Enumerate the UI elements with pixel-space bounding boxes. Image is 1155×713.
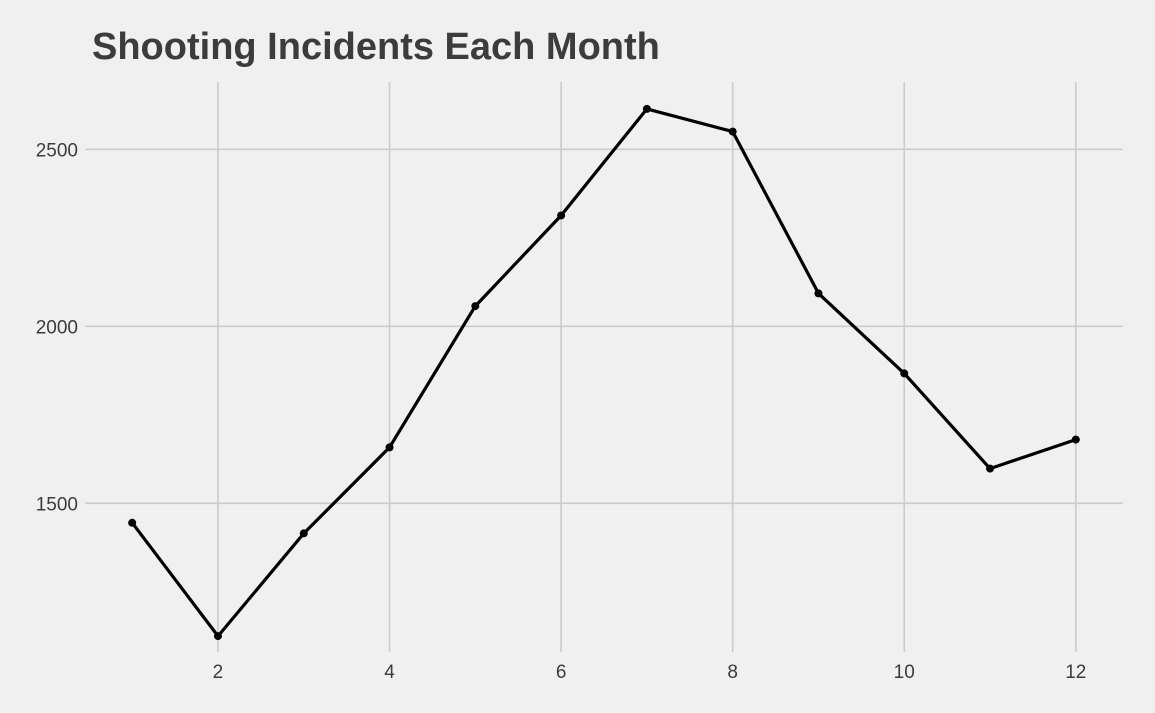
x-tick-label: 2	[213, 662, 224, 683]
data-point	[642, 104, 651, 113]
data-point	[557, 211, 566, 220]
data-point	[728, 127, 737, 136]
x-tick-label: 6	[556, 662, 567, 683]
chart-title: Shooting Incidents Each Month	[92, 26, 660, 68]
data-point	[814, 289, 823, 298]
data-point	[900, 369, 909, 378]
y-axis-tick-labels: 1500 2000 2500	[36, 140, 78, 515]
series-line	[130, 107, 1078, 638]
data-series	[128, 104, 1080, 641]
x-axis-tick-labels: 2 4 6 8 10 12	[213, 662, 1087, 683]
data-point	[128, 518, 137, 527]
data-point	[385, 443, 394, 452]
data-point	[213, 632, 222, 641]
y-tick-label: 2000	[36, 317, 78, 338]
x-tick-label: 4	[384, 662, 395, 683]
y-tick-label: 1500	[36, 494, 78, 515]
x-tick-label: 12	[1065, 662, 1086, 683]
gridlines	[85, 82, 1123, 652]
data-point	[299, 529, 308, 538]
data-point	[471, 302, 480, 311]
data-point	[986, 464, 995, 473]
data-point	[1071, 435, 1080, 444]
x-tick-label: 10	[894, 662, 915, 683]
x-tick-label: 8	[727, 662, 738, 683]
y-tick-label: 2500	[36, 140, 78, 161]
